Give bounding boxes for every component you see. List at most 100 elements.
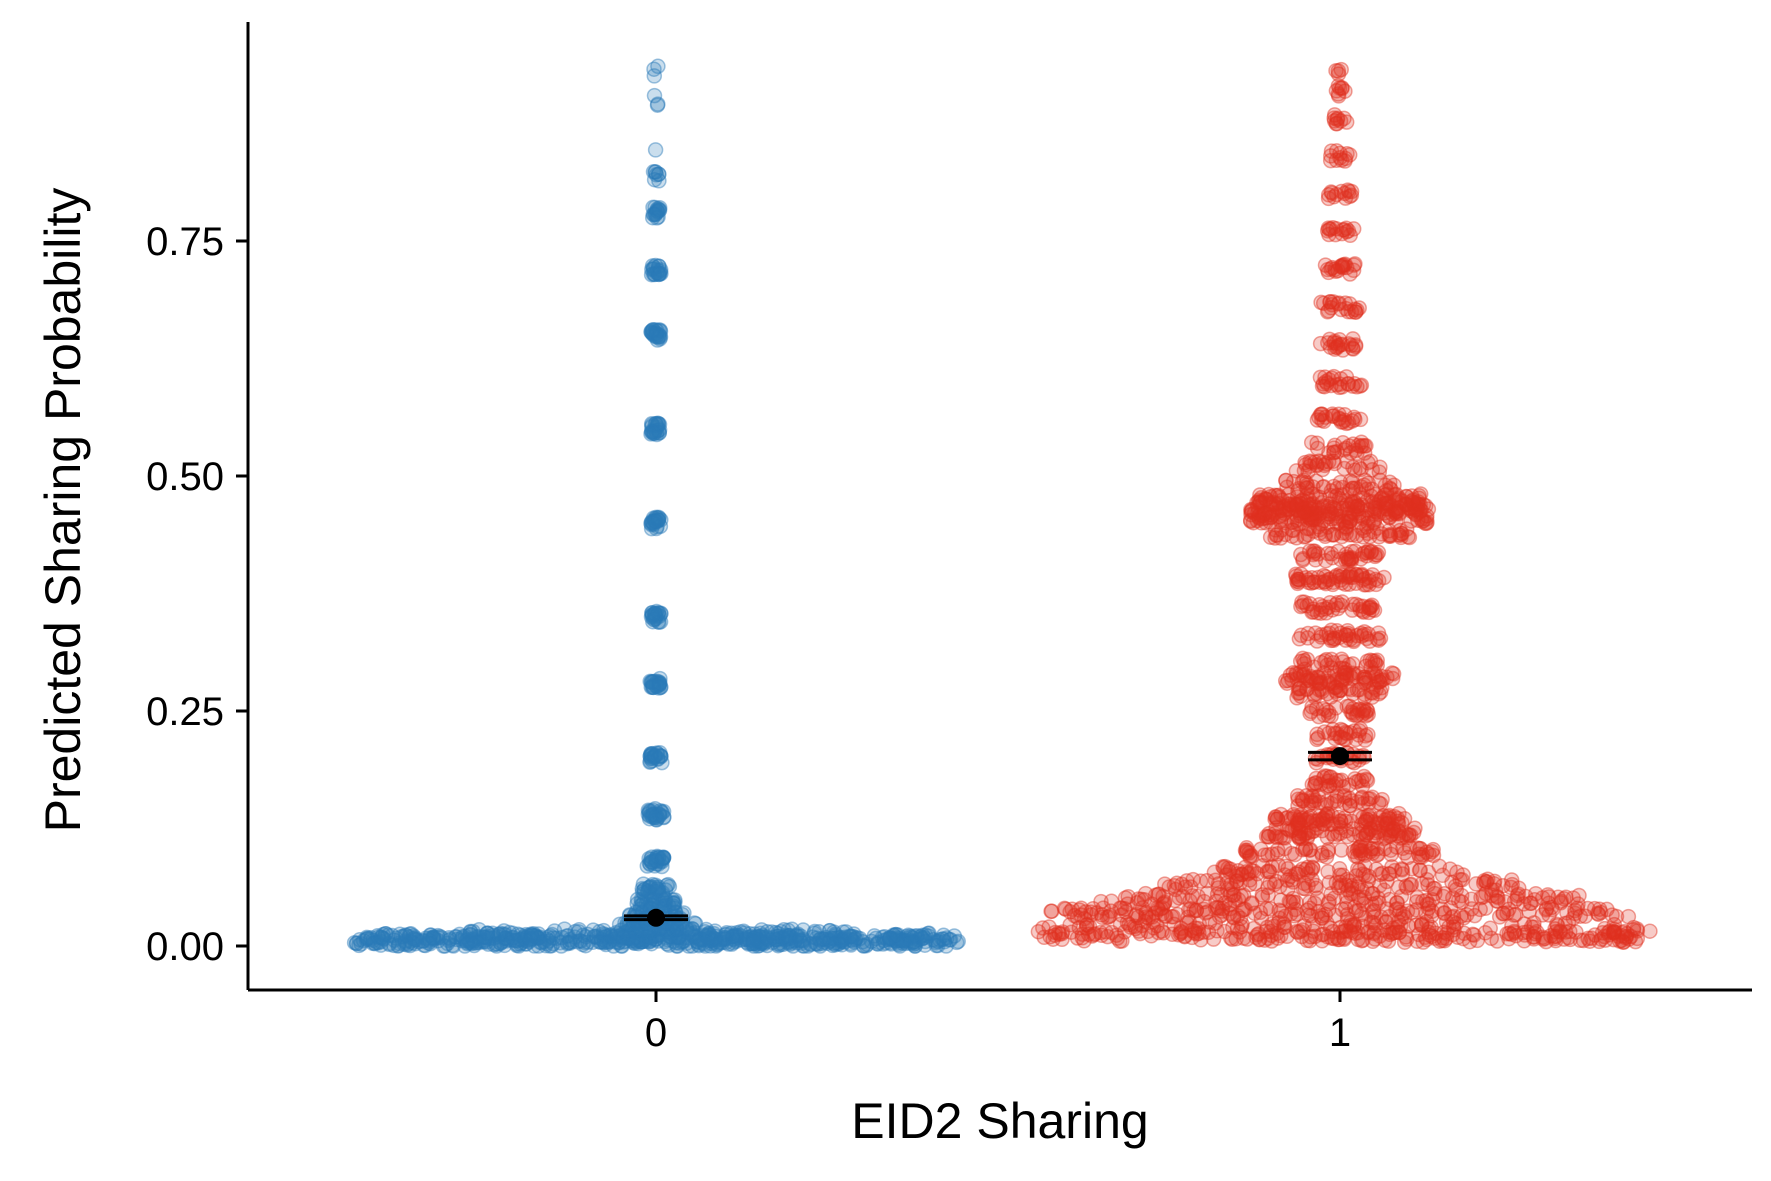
data-point-group-0 (709, 936, 725, 952)
data-point-group-0 (833, 932, 850, 948)
data-point-group-0 (823, 930, 840, 946)
data-point-group-0 (670, 929, 686, 945)
data-point-group-0 (634, 931, 650, 947)
data-point-group-1 (1478, 874, 1494, 890)
data-point-group-1 (1368, 576, 1384, 593)
data-point-group-0 (831, 935, 847, 952)
data-point-group-0 (661, 928, 678, 945)
data-point-group-0 (750, 938, 766, 954)
data-point-group-0 (651, 680, 667, 696)
data-point-group-0 (373, 929, 389, 946)
data-point-group-0 (648, 928, 664, 945)
data-point-group-0 (612, 928, 628, 944)
data-point-group-0 (634, 933, 651, 950)
data-point-group-0 (567, 923, 583, 940)
data-point-group-1 (1306, 895, 1323, 912)
data-point-group-1 (1330, 88, 1347, 104)
data-point-group-1 (1382, 527, 1399, 543)
data-point-group-0 (498, 930, 515, 946)
data-point-group-0 (605, 938, 622, 954)
data-point-group-0 (511, 938, 527, 954)
data-point-group-0 (359, 931, 375, 947)
data-point-group-1 (1379, 669, 1395, 686)
data-point-group-0 (917, 933, 934, 950)
data-point-group-0 (750, 932, 766, 949)
data-point-group-0 (756, 936, 772, 952)
data-point-group-0 (650, 933, 667, 949)
data-point-group-0 (647, 142, 664, 158)
data-point-group-0 (465, 931, 482, 948)
data-point-group-0 (349, 935, 365, 952)
data-point-group-0 (402, 933, 419, 949)
data-point-group-0 (781, 933, 797, 950)
data-point-group-0 (796, 938, 812, 954)
data-point-group-1 (1359, 924, 1376, 941)
data-point-group-1 (1356, 624, 1373, 640)
data-point-group-0 (519, 929, 535, 946)
data-point-group-1 (1378, 829, 1394, 846)
data-point-group-0 (613, 938, 630, 954)
data-point-group-0 (477, 929, 494, 946)
x-tick-label: 1 (1329, 1011, 1351, 1055)
data-point-group-0 (490, 926, 507, 943)
data-point-group-0 (746, 930, 763, 946)
data-point-group-0 (375, 930, 391, 946)
data-point-group-0 (702, 938, 719, 954)
data-point-group-0 (759, 937, 775, 954)
data-point-group-0 (938, 938, 954, 954)
data-point-group-0 (348, 935, 365, 952)
data-point-group-0 (772, 936, 788, 953)
data-point-group-0 (771, 931, 787, 947)
data-point-group-0 (562, 935, 578, 951)
data-point-group-0 (697, 938, 714, 954)
data-point-group-0 (591, 933, 607, 950)
data-point-group-0 (659, 929, 675, 946)
data-point-group-0 (895, 935, 911, 951)
data-point-group-0 (463, 935, 479, 951)
data-point-group-0 (819, 935, 836, 952)
data-point-group-1 (1523, 919, 1540, 935)
data-point-group-0 (717, 930, 734, 947)
data-point-group-0 (486, 936, 502, 953)
data-point-group-0 (595, 926, 612, 942)
data-point-group-0 (769, 928, 785, 945)
data-point-group-0 (809, 936, 826, 953)
data-point-group-0 (689, 933, 705, 949)
data-point-group-0 (508, 937, 525, 954)
data-point-group-0 (753, 922, 770, 938)
data-point-group-0 (888, 933, 904, 949)
data-point-group-0 (602, 933, 618, 950)
data-point-group-0 (404, 935, 421, 951)
data-point-group-0 (586, 929, 603, 945)
data-point-group-0 (544, 926, 560, 943)
data-point-group-0 (622, 930, 638, 947)
data-point-group-0 (802, 935, 819, 952)
data-point-group-0 (358, 931, 375, 948)
data-point-group-0 (928, 937, 945, 954)
data-point-group-0 (909, 927, 925, 944)
data-point-group-1 (1303, 434, 1320, 451)
data-point-group-0 (533, 934, 550, 951)
data-point-group-0 (934, 931, 951, 947)
data-point-group-0 (896, 933, 912, 949)
data-point-group-0 (822, 922, 838, 939)
data-point-group-0 (852, 930, 868, 947)
data-point-group-0 (753, 933, 769, 950)
data-point-group-0 (701, 927, 718, 943)
data-point-group-1 (1421, 896, 1437, 912)
data-point-group-0 (415, 933, 431, 949)
data-point-group-0 (554, 929, 570, 946)
data-point-group-0 (752, 935, 768, 952)
data-point-group-0 (619, 930, 636, 946)
data-point-group-0 (930, 937, 946, 954)
data-point-group-0 (542, 938, 558, 954)
data-point-group-0 (559, 935, 576, 952)
data-point-group-0 (521, 933, 537, 950)
data-point-group-0 (386, 937, 402, 954)
data-point-group-0 (690, 934, 707, 951)
data-point-group-0 (471, 921, 487, 938)
data-point-group-0 (381, 935, 397, 952)
data-point-group-0 (420, 935, 437, 951)
data-point-group-0 (619, 927, 636, 944)
data-point-group-0 (869, 935, 885, 952)
